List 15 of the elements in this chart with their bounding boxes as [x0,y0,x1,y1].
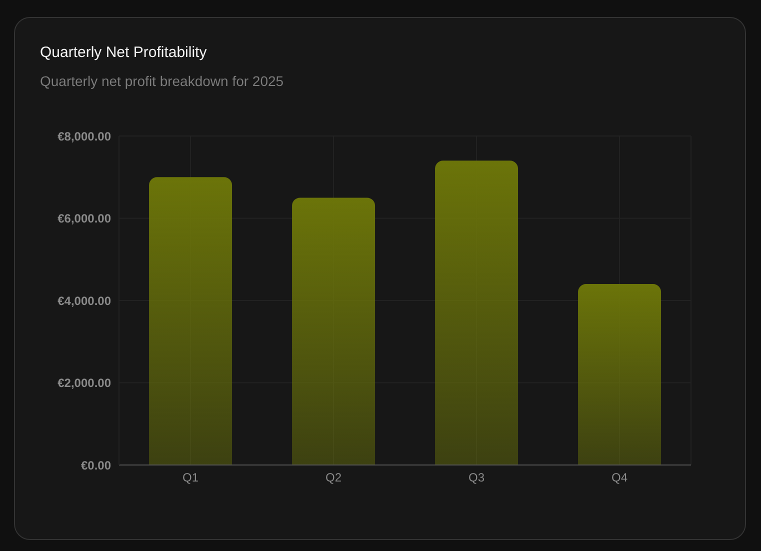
chart-subtitle: Quarterly net profit breakdown for 2025 [40,73,284,89]
x-tick-label: Q4 [611,470,628,485]
bar [435,160,518,465]
y-tick-label: €0.00 [80,458,112,472]
y-tick-label: €2,000.00 [58,376,112,390]
y-tick-label: €4,000.00 [58,294,112,308]
bar [149,177,232,465]
x-tick-label: Q2 [325,470,342,485]
chart-title: Quarterly Net Profitability [40,44,207,61]
bar [578,284,662,465]
y-tick-label: €8,000.00 [58,129,112,144]
bar [292,198,376,465]
x-tick-label: Q1 [182,470,199,485]
x-tick-label: Q3 [468,470,485,485]
y-tick-label: €6,000.00 [58,212,112,226]
